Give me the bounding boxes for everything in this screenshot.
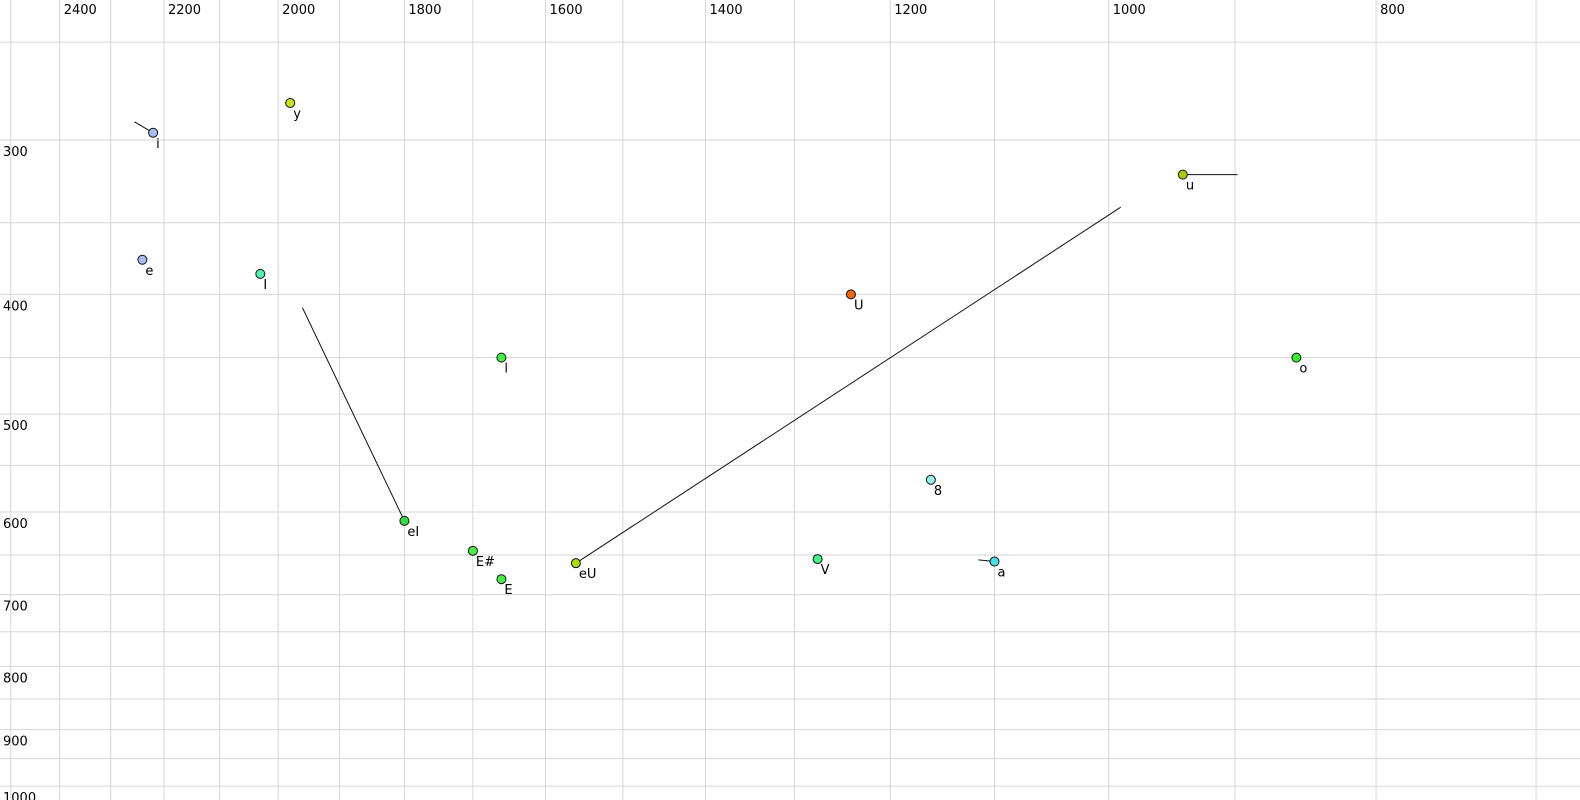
point-U[interactable] <box>845 289 856 300</box>
point-label-I: I <box>263 278 267 293</box>
y-axis-tick-label: 900 <box>3 735 28 750</box>
point-label-U: U <box>854 298 864 313</box>
point-u[interactable] <box>1177 169 1188 180</box>
point-label-V: V <box>821 563 830 578</box>
y-axis-tick-label: 500 <box>3 419 28 434</box>
point-i[interactable] <box>148 127 159 138</box>
x-axis-tick-label: 2200 <box>168 3 201 18</box>
trajectory-eU <box>575 206 1122 564</box>
point-label-y: y <box>293 107 301 122</box>
point-y[interactable] <box>285 97 296 108</box>
point-label-8: 8 <box>934 484 942 499</box>
y-axis-tick-label: 700 <box>3 600 28 615</box>
point-a[interactable] <box>989 556 1000 567</box>
point-label-u: u <box>1186 179 1194 194</box>
point-l[interactable] <box>496 352 507 363</box>
trajectory-eI <box>301 307 405 522</box>
x-axis-tick-label: 1800 <box>408 3 441 18</box>
point-label-a: a <box>998 566 1006 581</box>
point-label-E#: E# <box>476 555 495 570</box>
point-o[interactable] <box>1291 352 1302 363</box>
y-axis-tick-label: 400 <box>3 299 28 314</box>
point-label-o: o <box>1299 362 1307 377</box>
x-axis-tick-label: 2000 <box>282 3 315 18</box>
y-axis-tick-label: 800 <box>3 671 28 686</box>
point-V[interactable] <box>812 554 823 565</box>
point-label-E: E <box>504 583 512 598</box>
x-axis-tick-label: 1000 <box>1113 3 1146 18</box>
point-e[interactable] <box>137 254 148 265</box>
point-E#[interactable] <box>467 545 478 556</box>
y-axis-tick-label: 300 <box>3 145 28 160</box>
point-eI[interactable] <box>399 515 410 526</box>
point-I[interactable] <box>255 268 266 279</box>
x-axis-tick-label: 800 <box>1380 3 1405 18</box>
point-label-eU: eU <box>579 567 597 582</box>
y-axis-tick-label: 600 <box>3 517 28 532</box>
point-eU[interactable] <box>570 558 581 569</box>
point-E[interactable] <box>496 574 507 585</box>
x-axis-tick-label: 1400 <box>710 3 743 18</box>
x-axis-tick-label: 1200 <box>894 3 927 18</box>
point-label-i: i <box>156 137 160 152</box>
point-label-eI: eI <box>407 525 419 540</box>
x-axis-tick-label: 1600 <box>550 3 583 18</box>
x-axis-tick-label: 2400 <box>64 3 97 18</box>
y-axis-tick-label: 1000 <box>3 791 36 800</box>
point-8[interactable] <box>925 474 936 485</box>
point-label-l: l <box>504 362 508 377</box>
point-label-e: e <box>145 264 153 279</box>
